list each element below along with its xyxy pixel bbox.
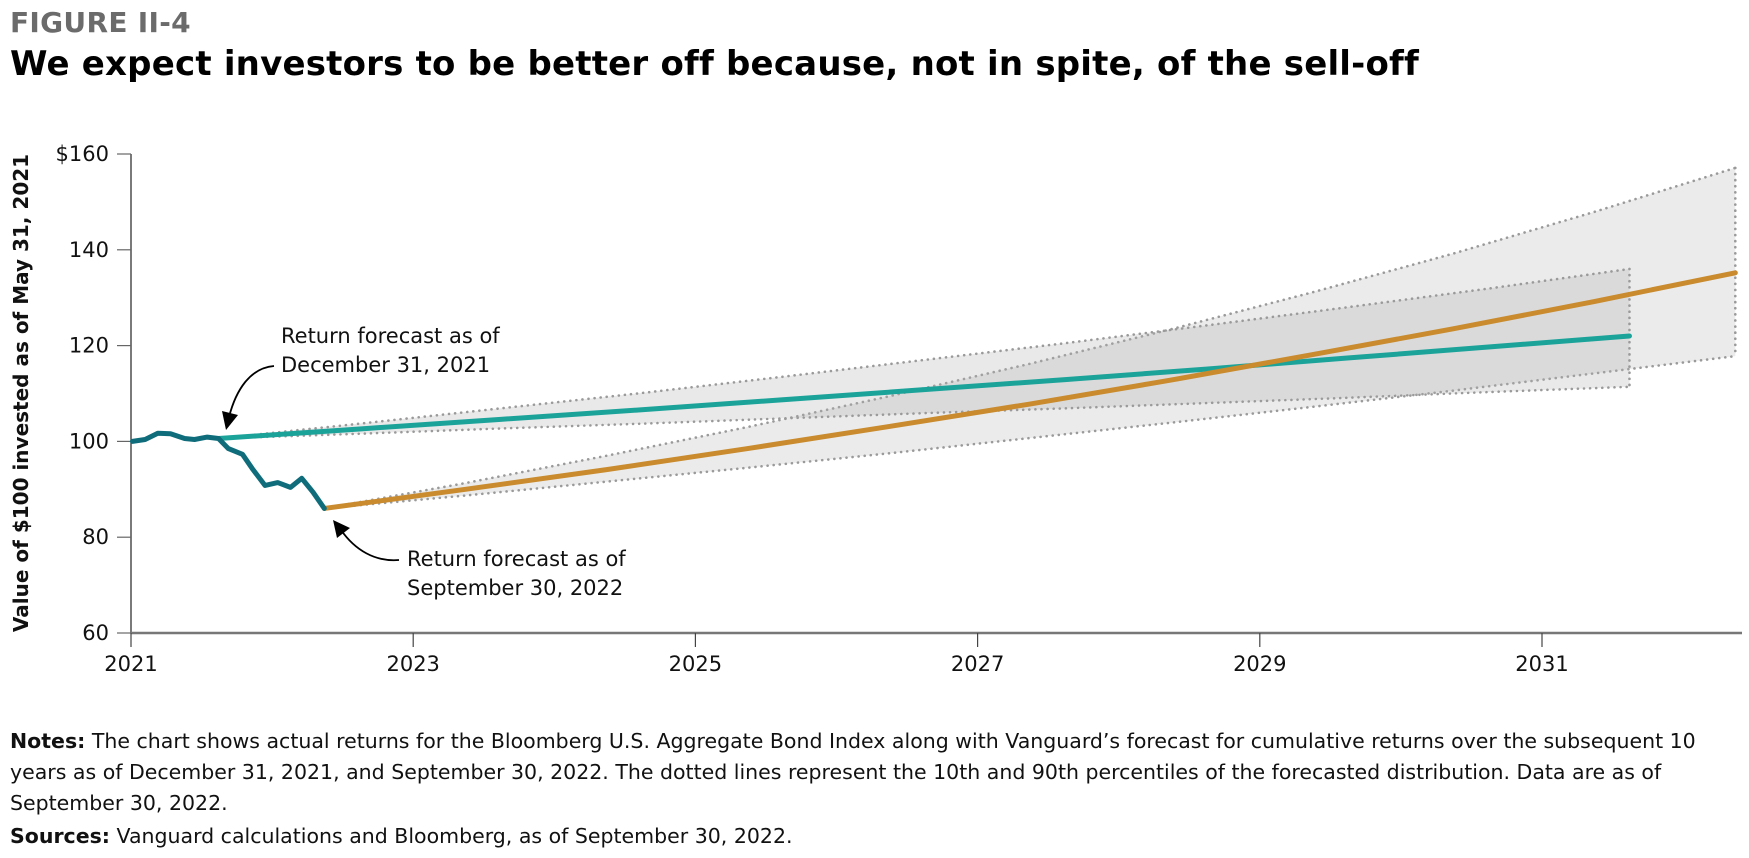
annotation-dec-2021-line1: Return forecast as of — [281, 324, 500, 348]
x-tick-label: 2027 — [951, 652, 1004, 676]
chart-notes: Notes: The chart shows actual returns fo… — [10, 726, 1745, 819]
arrowhead-icon — [333, 520, 350, 538]
p10-dotted-line — [323, 354, 1737, 510]
annotation-dec-2021: Return forecast as of December 31, 2021 — [222, 324, 500, 430]
chart-sources: Sources: Vanguard calculations and Bloom… — [10, 824, 793, 848]
p10-dotted-line — [217, 385, 1631, 440]
arrowhead-icon — [222, 411, 238, 430]
y-tick-label: 140 — [69, 238, 109, 262]
y-tick-label: $160 — [56, 142, 109, 166]
chart-title: We expect investors to be better off bec… — [10, 44, 1420, 84]
y-tick-label: 80 — [82, 525, 109, 549]
annotation-sep-2022: Return forecast as of September 30, 2022 — [333, 520, 626, 600]
x-tick-label: 2029 — [1233, 652, 1286, 676]
x-tick-label: 2025 — [669, 652, 722, 676]
sources-label: Sources: — [10, 824, 111, 848]
x-tick-label: 2021 — [104, 652, 157, 676]
y-tick-label: 120 — [69, 334, 109, 358]
figure-label: FIGURE II-4 — [10, 6, 191, 39]
axes — [130, 154, 1742, 635]
percentile-bands — [217, 166, 1737, 510]
notes-text: The chart shows actual returns for the B… — [10, 729, 1696, 815]
percentile-band-area — [324, 167, 1736, 509]
y-axis-label: Value of $100 invested as of May 31, 202… — [9, 154, 33, 632]
annotation-sep-2022-line2: September 30, 2022 — [407, 576, 623, 600]
y-ticks: 60 80 100 120 140 $160 — [56, 142, 131, 645]
sources-text: Vanguard calculations and Bloomberg, as … — [110, 824, 793, 848]
annotation-dec-2021-line2: December 31, 2021 — [281, 353, 490, 377]
x-ticks: 2021 2023 2025 2027 2029 2031 — [104, 633, 1569, 676]
notes-label: Notes: — [10, 729, 86, 753]
series-lines — [129, 270, 1738, 511]
x-tick-label: 2023 — [386, 652, 439, 676]
annotation-arrow-icon — [340, 529, 400, 562]
y-tick-label: 100 — [69, 429, 109, 453]
historical-returns-line — [129, 430, 327, 511]
annotations: Return forecast as of December 31, 2021 … — [222, 324, 626, 600]
forecast-dec-2021-line — [215, 333, 1632, 442]
annotation-sep-2022-line1: Return forecast as of — [407, 547, 626, 571]
forecast-sep-2022-line — [321, 270, 1738, 511]
p90-dotted-line — [323, 166, 1737, 510]
annotation-arrow-icon — [228, 365, 275, 418]
p90-dotted-line — [217, 267, 1631, 440]
percentile-band-area — [218, 268, 1630, 439]
x-tick-label: 2031 — [1515, 652, 1568, 676]
y-tick-label: 60 — [82, 621, 109, 645]
